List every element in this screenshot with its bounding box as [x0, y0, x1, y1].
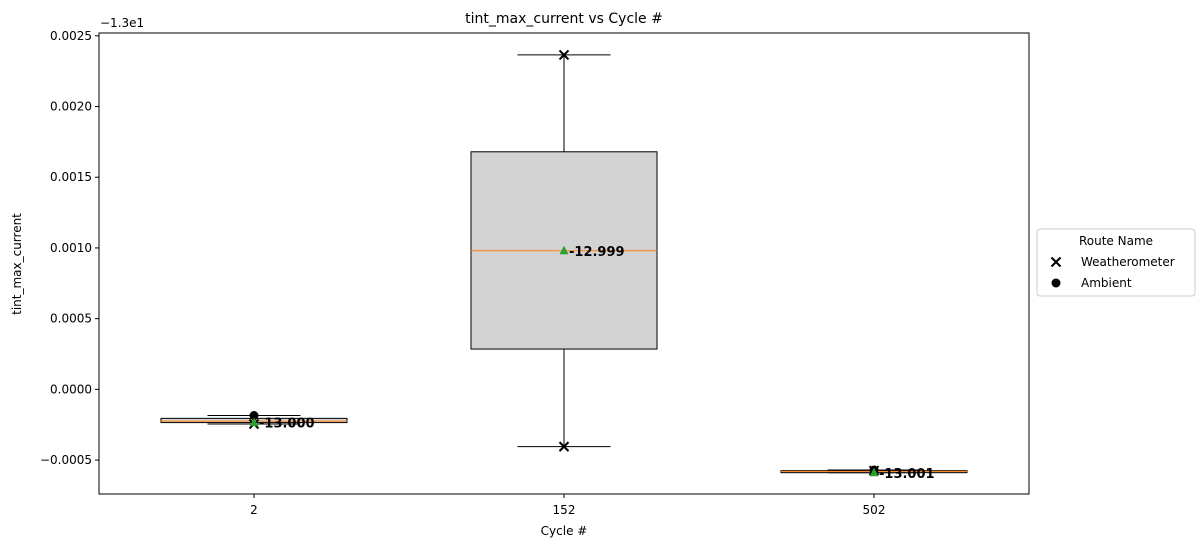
chart-title: tint_max_current vs Cycle #	[465, 11, 663, 27]
legend-title: Route Name	[1079, 234, 1153, 248]
point-weatherometer-2	[558, 441, 570, 452]
y-tick-label: 0.0010	[50, 241, 92, 255]
legend-frame	[1036, 228, 1196, 297]
axes: −0.0005 0.0000 0.0005 0.0010 0.0015 0.0020 0.0…	[40, 29, 1030, 517]
y-tick-label: 0.0020	[50, 100, 92, 114]
legend-x-marker-stroke-b	[1050, 256, 1062, 268]
point-ambient-0	[249, 411, 259, 421]
legend-item-weatherometer: Weatherometer	[1050, 255, 1175, 269]
y-offset-label: −1.3e1	[100, 16, 144, 30]
legend-label: Ambient	[1081, 276, 1132, 290]
mean-marker-2	[249, 417, 259, 427]
x-tick-label: 152	[553, 503, 576, 517]
plot-area: -13.000 -12.999 -13.001	[160, 49, 968, 482]
point-weatherometer-2-stroke-b	[558, 441, 570, 452]
x-tick-label: 502	[863, 503, 886, 517]
mean-label-152: -12.999	[569, 245, 625, 260]
point-weatherometer-1-stroke-b	[558, 49, 570, 61]
x-tick-label: 2	[250, 503, 258, 517]
legend-item-ambient: Ambient	[1051, 276, 1132, 290]
y-tick-label: −0.0005	[40, 453, 92, 467]
mean-marker-152	[559, 245, 569, 255]
legend-x-marker	[1050, 256, 1062, 268]
legend-circle-marker	[1051, 278, 1061, 288]
y-tick-label: 0.0015	[50, 170, 92, 184]
point-weatherometer-1	[558, 49, 570, 61]
mean-label-2: -13.000	[259, 417, 315, 432]
mean-label-502: -13.001	[879, 467, 935, 482]
mean-marker-502	[869, 467, 879, 477]
y-tick-label: 0.0025	[50, 29, 92, 43]
y-axis-label: tint_max_current	[10, 213, 24, 315]
x-axis-label: Cycle #	[541, 524, 588, 538]
y-tick-label: 0.0000	[50, 382, 92, 396]
legend-label: Weatherometer	[1081, 255, 1175, 269]
legend: Route Name Weatherometer Ambient	[1036, 228, 1196, 297]
y-tick-label: 0.0005	[50, 312, 92, 326]
